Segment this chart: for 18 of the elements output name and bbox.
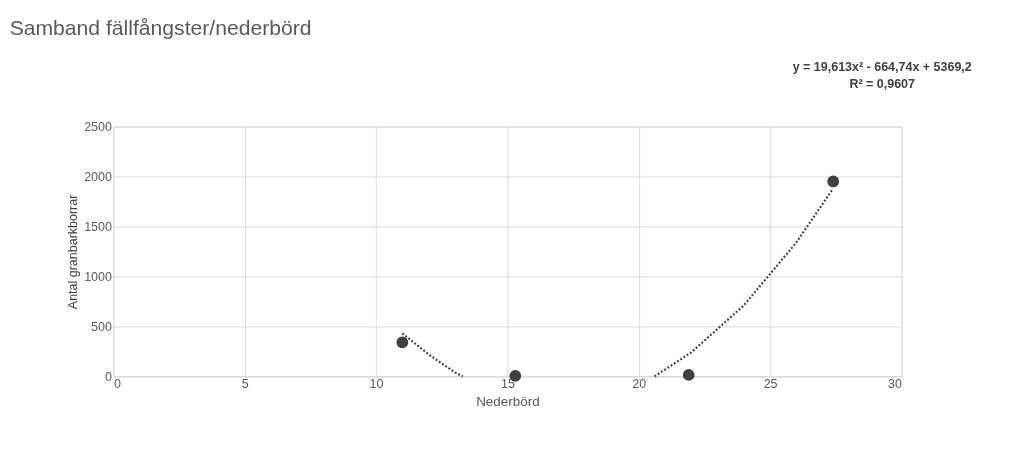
y-tick-label: 1000 — [84, 269, 113, 284]
chart-title: Samband fällfångster/nederbörd — [9, 16, 312, 40]
x-tick-label: 30 — [888, 377, 902, 392]
point — [682, 369, 695, 381]
y-axis-title: Antal granbarkborrar — [66, 194, 81, 310]
y-tick-label: 1500 — [84, 219, 113, 234]
x-tick-label: 25 — [763, 377, 778, 392]
y-tick-label: 2000 — [84, 169, 113, 184]
y-tick-label: 2500 — [84, 119, 113, 134]
x-tick-label: 20 — [632, 377, 647, 392]
x-axis-title: Nederbörd — [476, 393, 540, 409]
y-tick-label: 500 — [91, 319, 112, 334]
x-tick-label: 10 — [369, 377, 384, 392]
point — [827, 175, 840, 188]
x-tick-label: 5 — [241, 377, 249, 392]
text: y = 19,613x² - 664,74x + 5369,2 — [792, 59, 972, 74]
point — [396, 336, 409, 349]
text: R² = 0,9607 — [849, 77, 916, 92]
